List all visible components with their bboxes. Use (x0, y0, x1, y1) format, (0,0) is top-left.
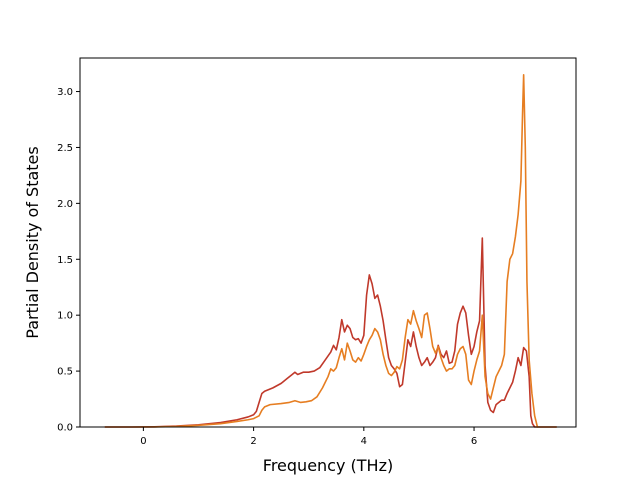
series-line-1 (104, 237, 557, 428)
x-tick-label: 6 (471, 436, 477, 447)
x-tick-label: 4 (361, 436, 367, 447)
y-tick-label: 2.5 (57, 143, 73, 154)
y-tick-label: 3.0 (57, 87, 73, 98)
y-tick-label: 1.5 (57, 255, 73, 266)
x-tick-label: 2 (250, 436, 256, 447)
x-tick-label: 0 (140, 436, 146, 447)
y-tick-label: 1.0 (57, 311, 73, 322)
series-line-2 (104, 73, 557, 428)
x-axis-label: Frequency (THz) (263, 456, 393, 475)
y-tick-label: 0.5 (57, 367, 73, 378)
y-axis-label: Partial Density of States (23, 146, 42, 338)
x-axis: 0 2 4 6 (140, 427, 477, 447)
plot-frame (79, 57, 577, 428)
y-tick-label: 2.0 (57, 199, 73, 210)
y-axis: 0.0 0.5 1.0 1.5 2.0 2.5 3.0 (57, 87, 80, 434)
series-layer (104, 73, 557, 428)
y-tick-label: 0.0 (57, 423, 73, 434)
